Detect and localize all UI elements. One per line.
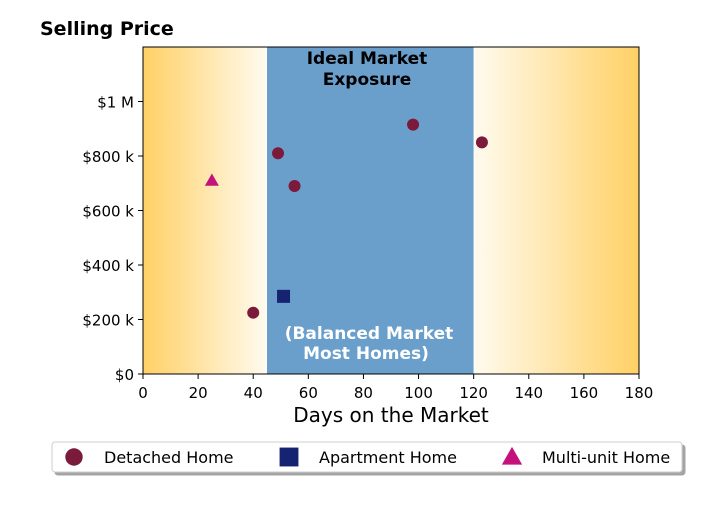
y-tick-label: $600 k <box>82 203 134 221</box>
y-tick-label: $200 k <box>82 312 134 330</box>
x-tick-label: 80 <box>354 384 373 402</box>
x-tick-label: 160 <box>570 384 599 402</box>
x-tick-label: 40 <box>244 384 263 402</box>
right-gradient-zone <box>473 47 639 374</box>
data-point-square <box>277 289 291 303</box>
legend-marker-circle <box>65 448 83 466</box>
left-gradient-zone <box>143 47 267 374</box>
x-tick-label: 120 <box>459 384 488 402</box>
legend-marker-triangle <box>501 446 523 465</box>
x-axis-label: Days on the Market <box>293 403 489 427</box>
x-tick-label: 0 <box>138 384 148 402</box>
legend-marker-square <box>279 447 299 467</box>
x-axis: 0 20 40 60 80 100 120 140 160 180 <box>138 374 653 402</box>
x-tick-label: 60 <box>299 384 318 402</box>
x-tick-label: 180 <box>625 384 654 402</box>
legend-box <box>51 441 683 473</box>
data-point-circle <box>247 306 260 319</box>
y-tick-label: $1 M <box>97 94 134 112</box>
chart-title: Selling Price <box>40 18 174 40</box>
legend-label: Apartment Home <box>319 448 457 467</box>
legend-label: Detached Home <box>104 448 234 467</box>
x-tick-label: 100 <box>404 384 433 402</box>
data-point-circle <box>272 147 285 160</box>
legend: Detached Home Apartment Home Multi-unit Ho… <box>51 441 683 473</box>
ideal-zone-title-line-1: Ideal Market <box>307 49 428 69</box>
y-tick-label: $800 k <box>82 148 134 166</box>
ideal-zone-note-line-2: Most Homes) <box>303 344 429 364</box>
x-tick-label: 20 <box>189 384 208 402</box>
data-point-triangle <box>204 173 219 186</box>
y-tick-label: $400 k <box>82 257 134 275</box>
data-point-circle <box>407 118 420 131</box>
data-point-circle <box>288 179 301 192</box>
ideal-zone-note-line-1: (Balanced Market <box>285 324 454 344</box>
legend-label: Multi-unit Home <box>542 448 670 467</box>
plot-background <box>143 47 639 374</box>
legend-items: Detached Home Apartment Home Multi-unit Ho… <box>65 446 670 467</box>
data-points <box>204 118 488 319</box>
y-axis: $0 $200 k $400 k $600 k $800 k $1 M <box>82 94 143 384</box>
y-tick-label: $0 <box>115 366 134 384</box>
ideal-market-zone <box>267 47 474 374</box>
data-point-circle <box>475 136 488 149</box>
x-tick-label: 140 <box>514 384 543 402</box>
ideal-zone-title-line-2: Exposure <box>323 70 412 90</box>
zone-labels: Ideal Market Exposure (Balanced Market M… <box>285 49 454 364</box>
